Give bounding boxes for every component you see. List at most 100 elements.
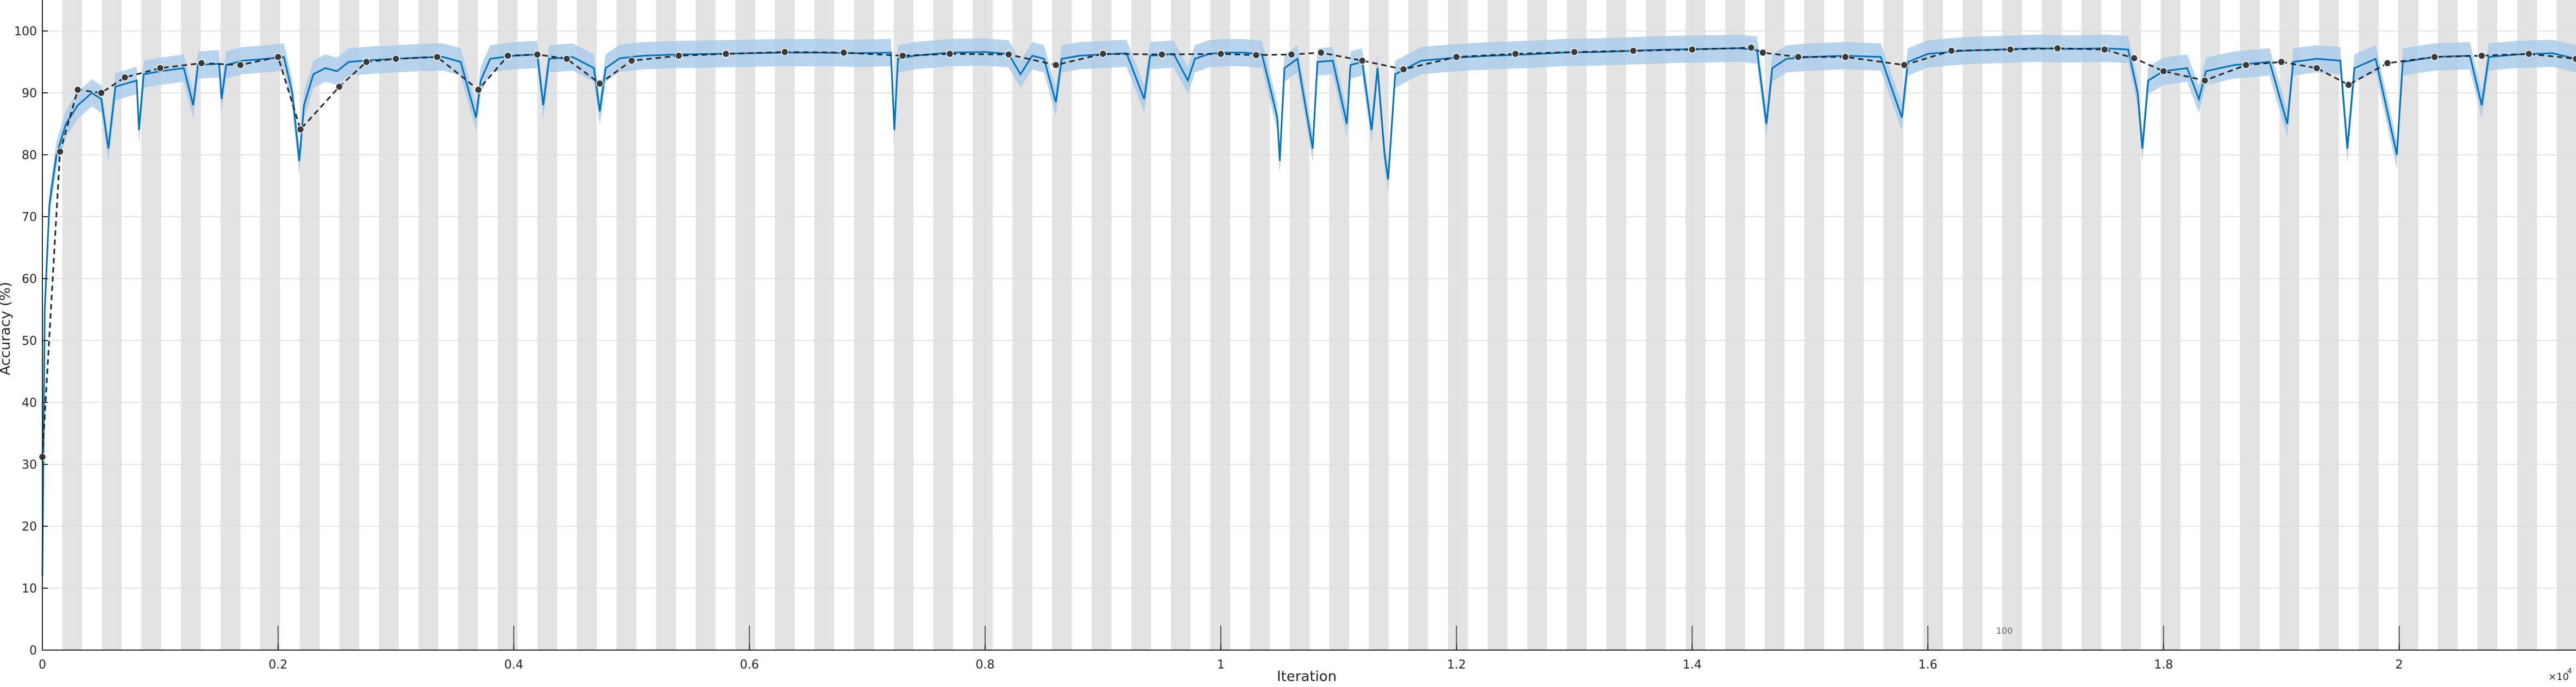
validation-point (434, 53, 441, 60)
validation-point (1158, 51, 1165, 58)
validation-point (563, 55, 571, 62)
epoch-band (973, 0, 993, 650)
y-tick-label: 40 (22, 396, 37, 410)
validation-point (1795, 53, 1802, 60)
validation-point (2101, 46, 2108, 53)
epoch-band (379, 0, 398, 650)
y-tick-label: 60 (22, 273, 37, 286)
y-tick-label: 70 (22, 211, 37, 224)
validation-point (1052, 61, 1060, 68)
x-tick-label: 1.8 (2154, 658, 2173, 672)
x-exponent-power: 4 (2567, 667, 2572, 676)
epoch-band (1448, 0, 1468, 650)
epoch-band (1725, 0, 1745, 650)
epoch-band (1765, 0, 1784, 650)
x-tick-label: 1 (1217, 658, 1225, 672)
validation-point (2431, 53, 2438, 60)
epoch-band (1408, 0, 1428, 650)
epoch-band (1844, 0, 1864, 650)
x-tick-label: 1.2 (1447, 658, 1466, 672)
validation-point (57, 148, 64, 155)
epoch-band (2517, 0, 2537, 650)
validation-point (1252, 52, 1259, 59)
validation-point (1948, 47, 1955, 54)
epoch-band (2438, 0, 2458, 650)
epoch-band (695, 0, 715, 650)
epoch-band (854, 0, 874, 650)
epoch-band (1527, 0, 1547, 650)
epoch-band (617, 0, 636, 650)
validation-point (392, 55, 399, 62)
validation-point (1571, 48, 1578, 55)
validation-point (2313, 65, 2320, 72)
epoch-band (1250, 0, 1270, 650)
epoch-band (1092, 0, 1111, 650)
x-tick-label: 1.4 (1683, 658, 1702, 672)
validation-point (504, 52, 511, 59)
validation-point (628, 57, 635, 64)
validation-point (2478, 52, 2485, 59)
validation-point (1288, 51, 1295, 58)
y-tick-label: 10 (22, 582, 37, 596)
validation-point (1901, 61, 1908, 68)
validation-point (1759, 49, 1766, 56)
epoch-band (418, 0, 438, 650)
x-tick-label: 0.2 (268, 658, 287, 672)
epoch-band (1685, 0, 1705, 650)
validation-point (156, 65, 164, 72)
validation-point (534, 51, 541, 58)
validation-point (2054, 45, 2061, 52)
validation-point (1689, 46, 1696, 53)
epoch-band (2201, 0, 2220, 650)
epoch-band (2082, 0, 2101, 650)
validation-point (1512, 51, 1519, 58)
epoch-annotation: 100 (1996, 626, 2013, 636)
epoch-band (2240, 0, 2259, 650)
validation-point (2345, 81, 2352, 89)
epoch-band (1369, 0, 1388, 650)
validation-point (198, 60, 205, 67)
validation-point (781, 48, 788, 55)
epoch-band (1171, 0, 1190, 650)
validation-point (1747, 44, 1754, 51)
validation-point (675, 52, 682, 59)
x-tick-label: 1.6 (1919, 658, 1938, 672)
epoch-band (2359, 0, 2378, 650)
epoch-band (577, 0, 597, 650)
validation-point (475, 86, 482, 93)
epoch-band (2042, 0, 2061, 650)
epoch-band (933, 0, 953, 650)
validation-point (1318, 49, 1325, 56)
epoch-band (260, 0, 280, 650)
validation-point (2160, 68, 2167, 75)
y-tick-label: 100 (14, 25, 37, 39)
epoch-band (814, 0, 834, 650)
y-axis-title: Accuracy (%) (0, 282, 14, 375)
epoch-band (735, 0, 755, 650)
epoch-band (537, 0, 557, 650)
validation-point (1842, 53, 1849, 60)
validation-point (2007, 46, 2014, 53)
epoch-band (1211, 0, 1230, 650)
y-tick-label: 20 (22, 520, 37, 534)
epoch-band (498, 0, 517, 650)
validation-point (2130, 55, 2138, 62)
validation-point (2573, 55, 2576, 62)
epoch-band (1963, 0, 1982, 650)
validation-point (274, 53, 281, 60)
validation-point (947, 51, 954, 58)
epoch-band (1567, 0, 1587, 650)
validation-point (2201, 77, 2208, 84)
validation-point (98, 90, 105, 97)
x-tick-label: 2 (2396, 658, 2403, 672)
validation-point (336, 83, 343, 90)
validation-point (1629, 47, 1637, 54)
epoch-band (1488, 0, 1507, 650)
validation-point (722, 51, 729, 58)
validation-point (363, 59, 370, 66)
validation-point (74, 86, 82, 93)
epoch-band (1923, 0, 1942, 650)
validation-point (596, 80, 603, 87)
